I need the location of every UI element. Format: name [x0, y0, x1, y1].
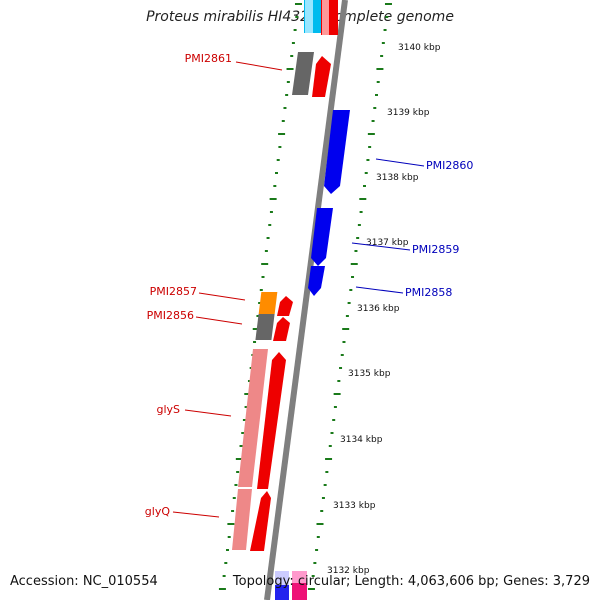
cds-pmi2858-blue	[308, 266, 325, 296]
gene-labels: PMI2861 PMI2860 PMI2859 PMI2858 PMI2857 PMI28…	[145, 52, 474, 518]
gene-label-line	[375, 158, 425, 167]
ruler-ticks	[218, 3, 392, 590]
gene-label-glys: glyS	[156, 403, 180, 416]
gene-label-pmi2857: PMI2857	[150, 285, 197, 298]
ruler-label: 3137 kbp	[366, 238, 409, 248]
ruler-label: 3132 kbp	[327, 566, 370, 576]
gene-label-pmi2856: PMI2856	[147, 309, 194, 322]
gene-label-line	[355, 286, 404, 294]
gene-label-line	[172, 511, 220, 518]
gene-label-pmi2860: PMI2860	[426, 159, 473, 172]
cds-pmi2860-blue	[324, 110, 350, 194]
gene-label-line	[195, 316, 243, 325]
cds-pmi2859-blue	[311, 208, 333, 266]
gene-label-line	[235, 61, 283, 71]
cds-pmi2861-red	[312, 56, 331, 97]
gene-label-pmi2861: PMI2861	[185, 52, 232, 65]
gene-label-line	[351, 242, 411, 251]
cds-top-red-light	[322, 0, 329, 35]
cds-glys-red	[257, 352, 286, 489]
map-title: Proteus mirabilis HI4320, complete genom…	[146, 9, 454, 25]
ruler-label: 3139 kbp	[387, 108, 430, 118]
gene-label-glyq: glyQ	[145, 505, 171, 518]
genome-backbone	[264, 0, 348, 600]
accession-text: Accession: NC_010554	[10, 574, 158, 589]
cds-pmi2857-orange	[258, 292, 278, 314]
ruler-label: 3133 kbp	[333, 501, 376, 511]
gene-label-lines	[172, 61, 425, 518]
cds-pmi2856-gray	[255, 314, 275, 340]
gene-features	[232, 0, 350, 600]
ruler-label: 3138 kbp	[376, 173, 419, 183]
genome-summary-text: Topology: circular; Length: 4,063,606 bp…	[232, 574, 590, 589]
gene-label-line	[184, 409, 232, 417]
cds-glyq-pink	[232, 489, 252, 550]
cds-pmi2856-red	[273, 317, 290, 341]
gene-label-line	[198, 292, 246, 301]
cds-bottom-blue	[275, 585, 289, 600]
cds-pmi2857-red	[277, 296, 293, 316]
cds-glys-pink	[238, 349, 268, 487]
cds-pmi2861-gray	[292, 52, 314, 95]
cds-glyq-red	[250, 491, 271, 551]
ruler-labels: 3140 kbp 3139 kbp 3138 kbp 3137 kbp 3136 kbp…	[327, 43, 441, 576]
ruler-label: 3136 kbp	[357, 304, 400, 314]
gene-label-pmi2859: PMI2859	[412, 243, 459, 256]
ruler-label: 3135 kbp	[348, 369, 391, 379]
cds-top-cyan-light	[305, 0, 313, 33]
gene-label-pmi2858: PMI2858	[405, 286, 452, 299]
ruler-label: 3140 kbp	[398, 43, 441, 53]
cds-bottom-magenta	[292, 583, 307, 600]
ruler-label: 3134 kbp	[340, 435, 383, 445]
